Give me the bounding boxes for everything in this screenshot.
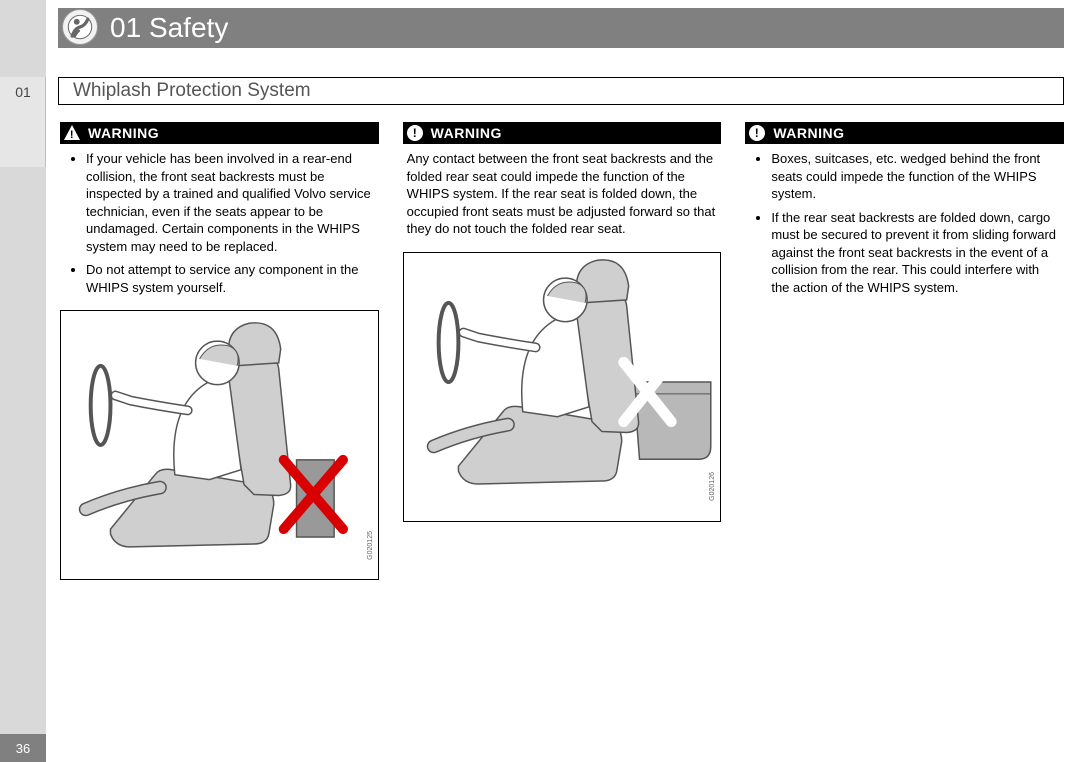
section-header: Whiplash Protection System bbox=[58, 77, 1064, 105]
figure-left: G020125 bbox=[60, 310, 379, 580]
warning-body-right: Boxes, suitcases, etc. wedged behind the… bbox=[745, 150, 1064, 296]
warning-label: WARNING bbox=[88, 125, 159, 141]
column-right: ! WARNING Boxes, suitcases, etc. wedged … bbox=[745, 122, 1064, 580]
side-tab: 01 36 bbox=[0, 0, 46, 762]
warning-body-middle: Any contact between the front seat backr… bbox=[403, 150, 722, 238]
svg-text:!: ! bbox=[755, 126, 760, 140]
section-title: Whiplash Protection System bbox=[73, 80, 311, 102]
bullet-item: Do not attempt to service any component … bbox=[86, 261, 375, 296]
bullet-item: If the rear seat backrests are folded do… bbox=[771, 209, 1060, 297]
warning-body-left: If your vehicle has been involved in a r… bbox=[60, 150, 379, 296]
page-content: 01 Safety Whiplash Protection System ! W… bbox=[46, 0, 1080, 762]
page-number: 36 bbox=[0, 734, 46, 762]
bullet-item: Boxes, suitcases, etc. wedged behind the… bbox=[771, 150, 1060, 203]
bullet-item: If your vehicle has been involved in a r… bbox=[86, 150, 375, 255]
chapter-header: 01 Safety bbox=[58, 8, 1064, 48]
figure-middle: G020126 bbox=[403, 252, 722, 522]
seatbelt-icon bbox=[62, 9, 98, 45]
content-columns: ! WARNING If your vehicle has been invol… bbox=[60, 122, 1064, 580]
warning-header-right: ! WARNING bbox=[745, 122, 1064, 144]
figure-code: G020125 bbox=[367, 531, 374, 560]
chapter-title: Safety bbox=[149, 12, 228, 44]
warning-circle-icon: ! bbox=[405, 123, 425, 143]
warning-header-middle: ! WARNING bbox=[403, 122, 722, 144]
warning-circle-icon: ! bbox=[747, 123, 767, 143]
side-section-ref: 01 bbox=[0, 84, 46, 100]
svg-text:!: ! bbox=[412, 126, 417, 140]
chapter-number: 01 bbox=[110, 12, 141, 44]
warning-label: WARNING bbox=[773, 125, 844, 141]
figure-code: G020126 bbox=[709, 472, 716, 501]
svg-text:!: ! bbox=[70, 129, 74, 141]
column-middle: ! WARNING Any contact between the front … bbox=[403, 122, 722, 580]
warning-header-left: ! WARNING bbox=[60, 122, 379, 144]
warning-paragraph: Any contact between the front seat backr… bbox=[407, 150, 718, 238]
warning-label: WARNING bbox=[431, 125, 502, 141]
warning-triangle-icon: ! bbox=[62, 123, 82, 143]
column-left: ! WARNING If your vehicle has been invol… bbox=[60, 122, 379, 580]
